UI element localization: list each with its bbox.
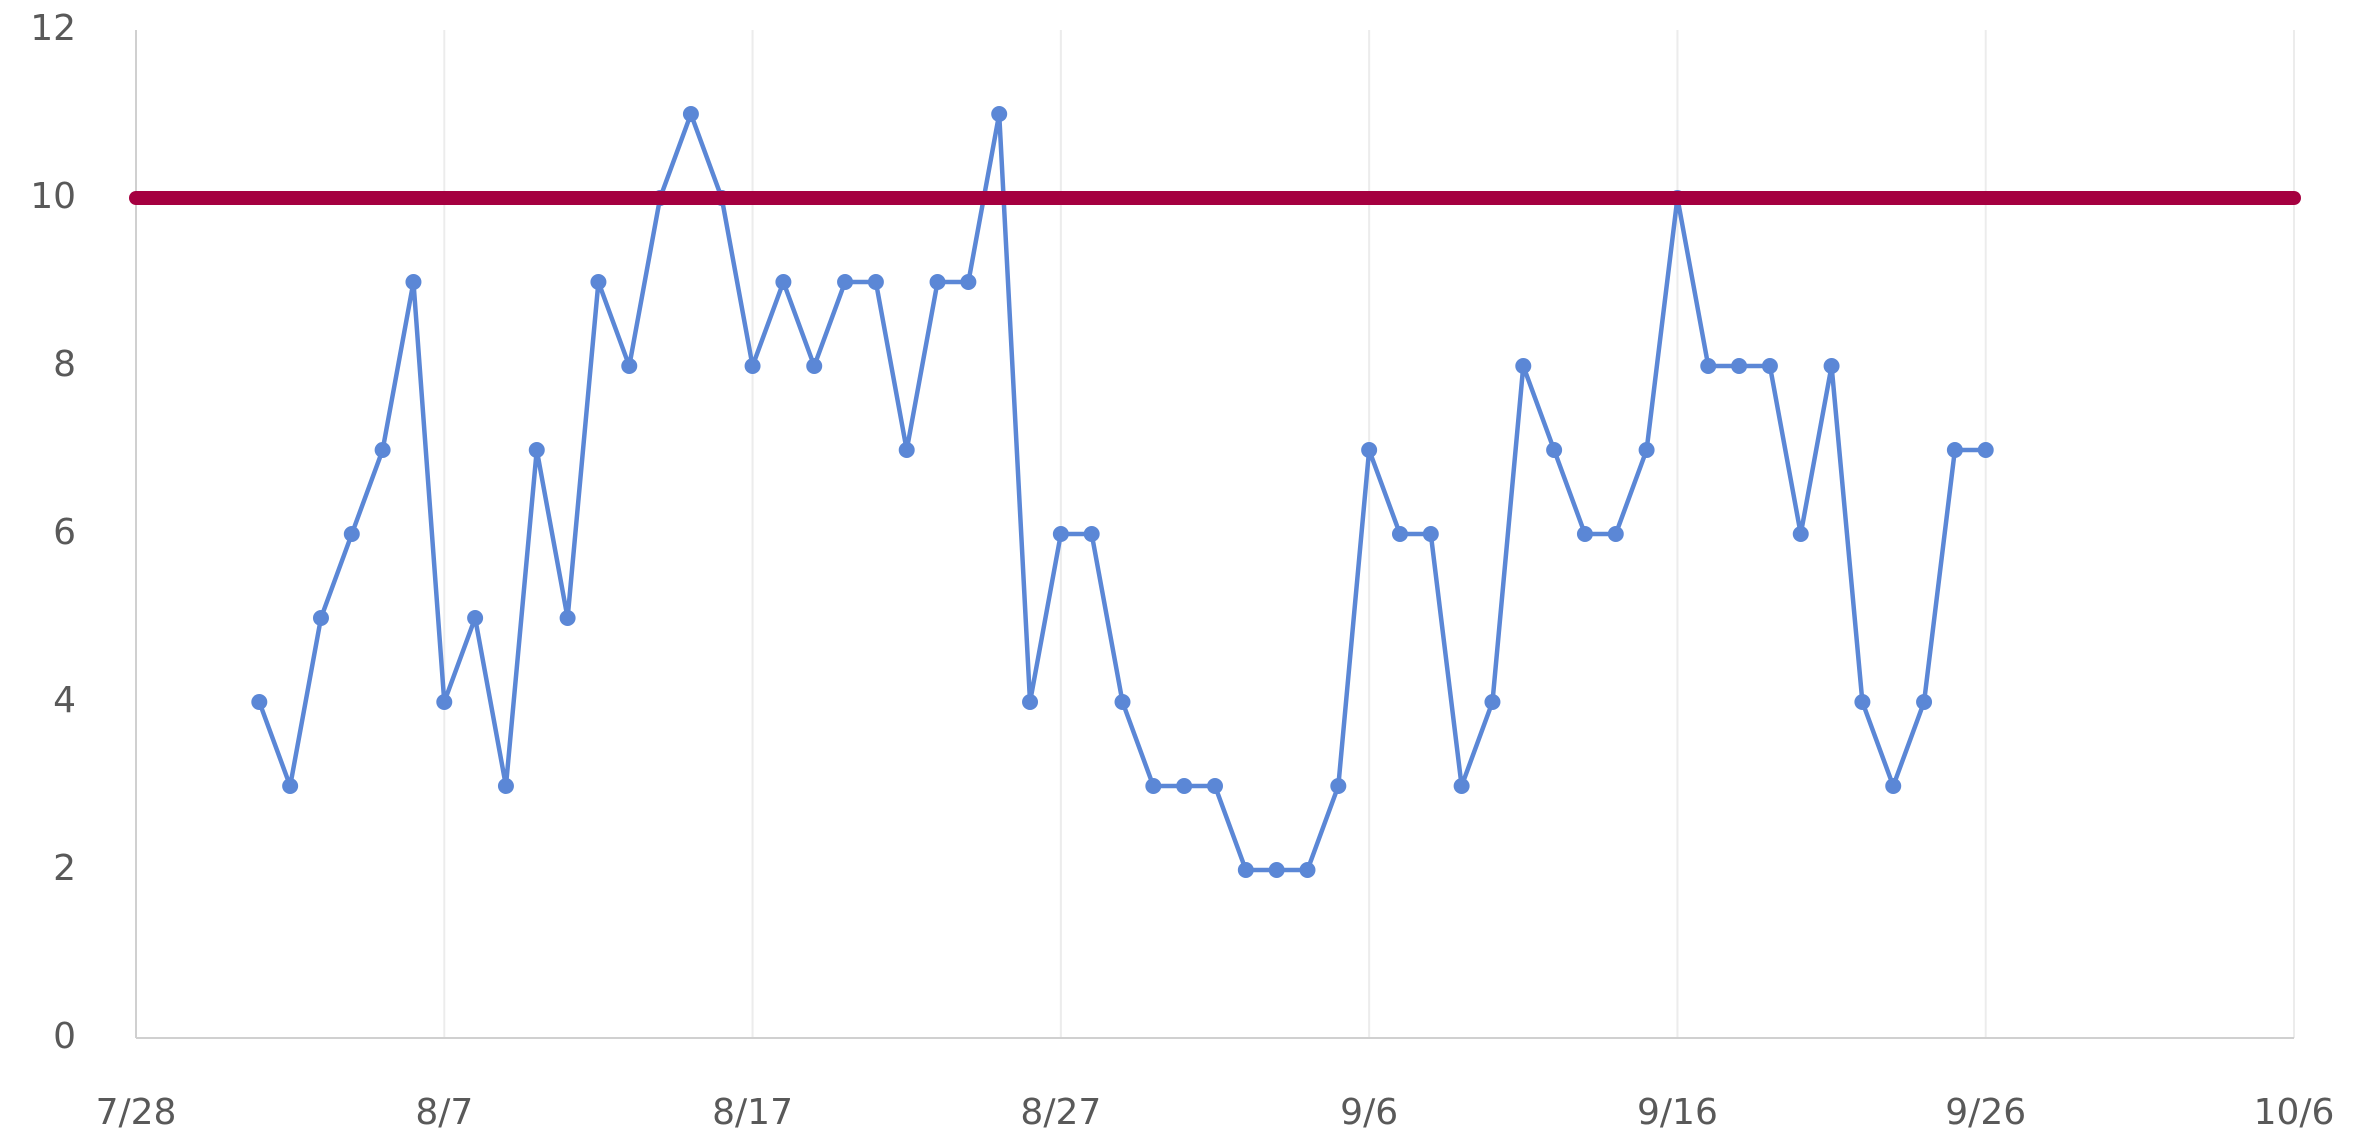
point (1854, 694, 1871, 710)
point (497, 778, 514, 794)
point (775, 274, 792, 290)
point (898, 442, 915, 458)
point (1977, 442, 1994, 458)
point (1638, 442, 1655, 458)
point (1453, 778, 1470, 794)
point (1731, 358, 1748, 374)
point (1361, 442, 1378, 458)
y-tick-label: 2 (53, 848, 76, 889)
point (1176, 778, 1193, 794)
y-tick-label: 10 (30, 176, 76, 217)
point (621, 358, 638, 374)
point (1052, 526, 1069, 542)
point (1484, 694, 1501, 710)
point (343, 526, 360, 542)
point (1022, 694, 1039, 710)
point (436, 694, 453, 710)
point (960, 274, 977, 290)
point (374, 442, 391, 458)
series-line (257, 111, 1988, 873)
x-tick-label: 9/6 (1340, 1092, 1398, 1133)
y-tick-label: 6 (53, 512, 76, 553)
point (1546, 442, 1563, 458)
x-tick-label: 8/17 (712, 1092, 793, 1133)
point (1083, 526, 1100, 542)
point (1391, 526, 1408, 542)
x-tick-label: 8/7 (415, 1092, 473, 1133)
x-tick-label: 9/26 (1945, 1092, 2026, 1133)
point (929, 274, 946, 290)
x-tick-label: 8/27 (1020, 1092, 1101, 1133)
point (682, 106, 699, 122)
point (1207, 778, 1223, 794)
point (1114, 694, 1131, 710)
point (1145, 778, 1162, 794)
point (1700, 358, 1717, 374)
point (1946, 442, 1963, 458)
point (1761, 358, 1778, 374)
point (1576, 526, 1593, 542)
point (1237, 862, 1254, 878)
point (837, 274, 854, 290)
point (467, 610, 484, 626)
point (1607, 526, 1624, 542)
point (590, 274, 607, 290)
y-tick-label: 8 (53, 344, 76, 385)
y-tick-label: 4 (53, 680, 76, 721)
x-tick-label: 10/6 (2254, 1092, 2335, 1133)
point (1823, 358, 1840, 374)
point (867, 274, 884, 290)
point (282, 778, 299, 794)
point (1916, 694, 1933, 710)
point (1299, 862, 1316, 878)
point (1515, 358, 1532, 374)
point (1422, 526, 1439, 542)
x-tick-label: 9/16 (1637, 1092, 1718, 1133)
point (1330, 778, 1347, 794)
point (1268, 862, 1285, 878)
point (528, 442, 545, 458)
point (991, 106, 1008, 122)
point (312, 610, 329, 626)
point (744, 358, 761, 374)
point (1885, 778, 1902, 794)
point (405, 274, 422, 290)
y-tick-label: 0 (53, 1016, 76, 1057)
point (806, 358, 823, 374)
point (559, 610, 576, 626)
y-tick-label: 12 (30, 8, 76, 49)
point (1792, 526, 1809, 542)
x-tick-label: 7/28 (96, 1092, 177, 1133)
point (251, 694, 268, 710)
